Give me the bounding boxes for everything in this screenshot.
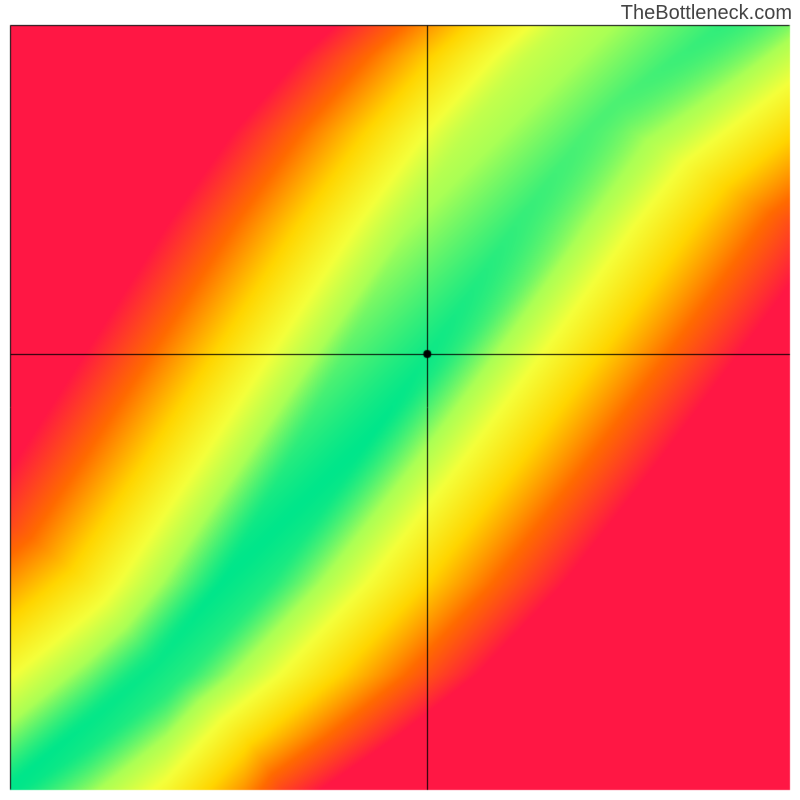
chart-container: TheBottleneck.com <box>0 0 800 800</box>
heatmap-canvas <box>0 0 800 800</box>
watermark-text: TheBottleneck.com <box>621 2 792 25</box>
